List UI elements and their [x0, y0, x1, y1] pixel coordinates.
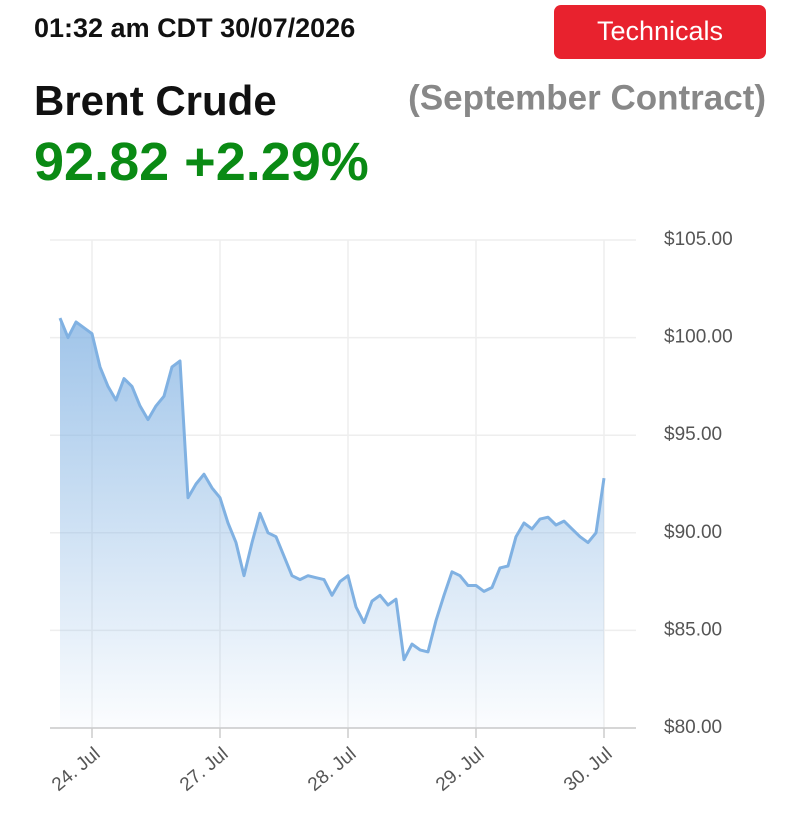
- price-line: [58, 317, 606, 662]
- x-tick-label: 29. Jul: [432, 744, 488, 796]
- y-tick-label: $95.00: [664, 424, 722, 445]
- title: Brent Crude: [34, 77, 277, 124]
- button-label[interactable]: Technicals: [597, 16, 723, 46]
- y-tick-label: $85.00: [664, 619, 722, 640]
- y-tick-label: $105.00: [664, 229, 733, 250]
- x-tick-label: 24. Jul: [48, 744, 104, 796]
- button-bg[interactable]: [554, 5, 766, 59]
- x-tick-label: 30. Jul: [560, 744, 616, 796]
- x-tick-label: 28. Jul: [304, 744, 360, 796]
- change: +2.29%: [184, 132, 369, 192]
- x-tick-label: 27. Jul: [176, 744, 232, 796]
- y-tick-label: $100.00: [664, 327, 733, 348]
- y-tick-label: $90.00: [664, 522, 722, 543]
- area-fill: [60, 318, 604, 728]
- timestamp: 01:32 am CDT 30/07/2026: [34, 13, 355, 43]
- technicals-button[interactable]: Technicals: [554, 5, 766, 59]
- subtitle: (September Contract): [408, 78, 766, 117]
- y-tick-label: $80.00: [664, 717, 722, 738]
- price: 92.82: [34, 132, 169, 192]
- price-line: 92.82 +2.29%: [34, 132, 369, 192]
